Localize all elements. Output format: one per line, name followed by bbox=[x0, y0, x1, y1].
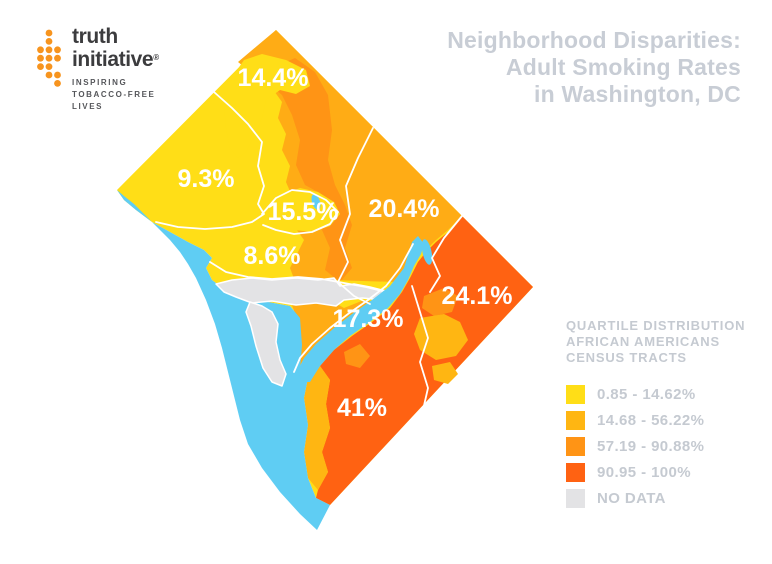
truth-initiative-logo: truth initiative® INSPIRING TOBACCO-FREE… bbox=[36, 26, 159, 113]
legend-label-quartile-1: 0.85 - 14.62% bbox=[597, 385, 696, 403]
legend-label-quartile-4: 90.95 - 100% bbox=[597, 463, 692, 481]
legend-title: QUARTILE DISTRIBUTION AFRICAN AMERICANS … bbox=[566, 318, 746, 365]
legend-item-quartile-4: 90.95 - 100% bbox=[566, 459, 756, 485]
map-label-east: 24.1% bbox=[442, 282, 513, 310]
map-legend: QUARTILE DISTRIBUTION AFRICAN AMERICANS … bbox=[566, 318, 756, 511]
map-label-west-central: 8.6% bbox=[244, 242, 301, 270]
title-line-3: in Washington, DC bbox=[534, 81, 741, 107]
title-line-1: Neighborhood Disparities: bbox=[447, 27, 741, 53]
map-label-south-central: 17.3% bbox=[333, 305, 404, 333]
map-label-northwest: 9.3% bbox=[178, 165, 235, 193]
legend-item-quartile-3: 57.19 - 90.88% bbox=[566, 433, 756, 459]
legend-swatch-quartile-1 bbox=[566, 384, 585, 404]
map-label-center: 15.5% bbox=[268, 198, 339, 226]
map-patch-east-1 bbox=[422, 288, 458, 316]
registered-trademark: ® bbox=[153, 53, 159, 62]
map-patch-east-2 bbox=[414, 314, 468, 360]
map-label-southeast: 41% bbox=[337, 394, 387, 422]
brand-name-line1: truth bbox=[72, 25, 118, 48]
title-line-2: Adult Smoking Rates bbox=[505, 54, 741, 80]
potomac-river bbox=[117, 190, 330, 530]
ward-boundary-northeast bbox=[337, 127, 374, 305]
legend-swatch-quartile-3 bbox=[566, 436, 585, 456]
map-strip-river-amber bbox=[304, 366, 330, 490]
legend-swatch-quartile-2 bbox=[566, 410, 585, 430]
legend-item-quartile-1: 0.85 - 14.62% bbox=[566, 381, 756, 407]
map-patch-north-yellow bbox=[224, 54, 310, 158]
legend-label-quartile-3: 57.19 - 90.88% bbox=[597, 437, 705, 455]
ward-boundary-east bbox=[429, 215, 463, 293]
legend-swatch-no-data bbox=[566, 488, 585, 508]
brand-name-line2: initiative® bbox=[72, 48, 159, 71]
brand-tagline: INSPIRING TOBACCO-FREE LIVES bbox=[72, 78, 156, 111]
legend-swatch-quartile-4 bbox=[566, 462, 585, 482]
legend-item-no-data: NO DATA bbox=[566, 485, 756, 511]
page-title: Neighborhood Disparities: Adult Smoking … bbox=[447, 27, 741, 108]
ward-boundary-center-pocket bbox=[261, 189, 339, 235]
ward-boundary-mall bbox=[209, 261, 383, 292]
anacostia-river bbox=[298, 236, 424, 382]
map-label-northeast: 20.4% bbox=[369, 195, 440, 223]
map-patch-east-3 bbox=[432, 362, 458, 384]
anacostia-shoreline bbox=[293, 243, 414, 373]
mcmillan-reservoir bbox=[311, 194, 321, 210]
ward-boundary-northwest bbox=[155, 91, 265, 230]
kingman-lake bbox=[421, 239, 433, 265]
legend-item-quartile-2: 14.68 - 56.22% bbox=[566, 407, 756, 433]
map-patch-east-4 bbox=[344, 344, 370, 368]
map-region-east-south-darkorange bbox=[316, 216, 533, 505]
ward-boundary-southeast bbox=[411, 285, 429, 411]
map-region-central-orange bbox=[268, 58, 352, 282]
map-label-north: 14.4% bbox=[238, 64, 309, 92]
legend-label-no-data: NO DATA bbox=[597, 489, 666, 507]
no-data-peninsula bbox=[245, 301, 287, 387]
truth-dotted-t-icon bbox=[37, 29, 61, 87]
legend-label-quartile-2: 14.68 - 56.22% bbox=[597, 411, 705, 429]
